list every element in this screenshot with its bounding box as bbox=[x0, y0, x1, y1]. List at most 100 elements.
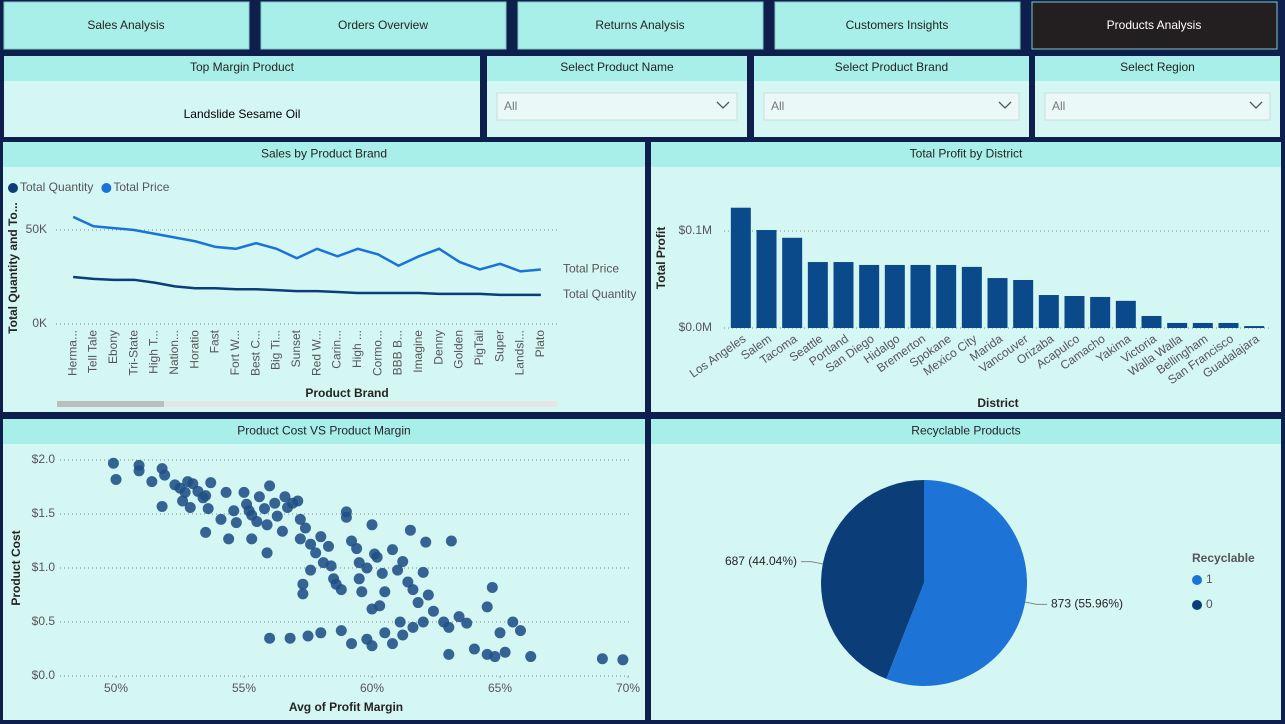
slicer-dropdown[interactable] bbox=[1044, 92, 1271, 121]
x-tick-label: Best C... bbox=[248, 330, 262, 376]
tab[interactable] bbox=[1031, 1, 1278, 50]
scatter-point bbox=[230, 517, 242, 529]
slicer-value[interactable]: All bbox=[771, 99, 784, 113]
scatter-point bbox=[253, 491, 265, 503]
scatter-point bbox=[376, 567, 388, 579]
x-axis-title: Avg of Profit Margin bbox=[289, 700, 403, 714]
scatter-point bbox=[310, 547, 322, 559]
scatter-point bbox=[417, 616, 429, 628]
scatter-point bbox=[251, 516, 263, 528]
x-tick-label: Tri-State bbox=[126, 330, 140, 376]
bar bbox=[936, 264, 957, 328]
line-series bbox=[73, 275, 541, 297]
bar bbox=[756, 230, 777, 328]
chart-header bbox=[3, 419, 645, 444]
scatter-point bbox=[205, 477, 217, 489]
x-tick-label: 65% bbox=[488, 681, 512, 695]
scatter-point bbox=[422, 589, 434, 601]
scatter-point bbox=[379, 586, 391, 598]
y-tick-label: $1.5 bbox=[32, 506, 56, 520]
tab[interactable] bbox=[774, 1, 1021, 50]
data-label: 873 (55.96%) bbox=[1051, 597, 1123, 611]
scatter-point bbox=[264, 632, 276, 644]
scatter-point bbox=[215, 513, 227, 525]
legend-marker bbox=[8, 183, 18, 193]
scatter-point bbox=[353, 557, 365, 569]
x-tick-label: Carin... bbox=[330, 330, 344, 369]
bar bbox=[987, 278, 1008, 328]
scatter-point bbox=[184, 502, 196, 514]
x-tick-label: Imagine bbox=[411, 330, 425, 373]
y-tick-label: $0.0M bbox=[679, 320, 712, 334]
card-value: Landslide Sesame Oil bbox=[184, 107, 301, 121]
tab[interactable] bbox=[3, 1, 250, 50]
scatter-point bbox=[292, 495, 304, 507]
scatter-point bbox=[351, 543, 363, 555]
bar bbox=[730, 207, 751, 328]
scatter-point bbox=[276, 525, 288, 537]
scatter-point bbox=[507, 616, 519, 628]
x-tick-label: Red W... bbox=[309, 330, 323, 376]
scatter-point bbox=[386, 638, 398, 650]
x-tick-label: 55% bbox=[232, 681, 256, 695]
x-tick-label: Super bbox=[492, 330, 506, 362]
scatter-point bbox=[159, 469, 171, 481]
tab-label[interactable]: Customers Insights bbox=[846, 18, 949, 32]
slicer-dropdown[interactable] bbox=[763, 92, 1020, 121]
scrollbar-track[interactable] bbox=[57, 401, 557, 407]
scatter-point bbox=[200, 526, 212, 538]
tab-label[interactable]: Products Analysis bbox=[1107, 18, 1202, 32]
chart-title: Recyclable Products bbox=[911, 424, 1020, 438]
scatter-point bbox=[238, 486, 250, 498]
x-tick-label: 70% bbox=[616, 681, 640, 695]
slicer-header bbox=[754, 56, 1029, 81]
scatter-point bbox=[356, 586, 368, 598]
scatter-point bbox=[110, 473, 122, 485]
x-tick-label: Fort W... bbox=[228, 330, 242, 375]
scatter-point bbox=[461, 617, 473, 629]
scatter-point bbox=[156, 500, 168, 512]
slicer-title: Select Region bbox=[1120, 60, 1195, 74]
scatter-point bbox=[353, 573, 365, 585]
scatter-point bbox=[499, 646, 511, 658]
scatter-point bbox=[366, 603, 378, 615]
tab[interactable] bbox=[517, 1, 764, 50]
dropdown-chevron bbox=[998, 101, 1012, 109]
bar bbox=[884, 264, 905, 328]
slicer-header bbox=[487, 56, 747, 81]
scatter-point bbox=[427, 605, 439, 617]
x-tick-label: 60% bbox=[360, 681, 384, 695]
tab[interactable] bbox=[260, 1, 507, 50]
bar bbox=[1192, 322, 1213, 328]
scrollbar-thumb[interactable] bbox=[57, 401, 164, 407]
scatter-point bbox=[305, 564, 317, 576]
scatter-point bbox=[243, 505, 255, 517]
scatter-point bbox=[394, 616, 406, 628]
scatter-point bbox=[220, 486, 232, 498]
scatter-point bbox=[397, 629, 409, 641]
bar bbox=[833, 262, 854, 328]
dropdown-chevron bbox=[716, 101, 730, 109]
scatter-point bbox=[261, 519, 273, 531]
tab-label[interactable]: Returns Analysis bbox=[595, 18, 684, 32]
scatter-point bbox=[297, 588, 309, 600]
y-tick-label: $0.5 bbox=[32, 614, 56, 628]
tab-label[interactable]: Sales Analysis bbox=[87, 18, 164, 32]
slicer-title: Select Product Brand bbox=[835, 60, 948, 74]
slicer-value[interactable]: All bbox=[504, 99, 517, 113]
bar bbox=[1244, 326, 1265, 328]
y-tick-label: $1.0 bbox=[32, 560, 56, 574]
y-axis-title: Total Quantity and To... bbox=[6, 202, 20, 334]
slicer-dropdown[interactable] bbox=[496, 92, 738, 121]
x-tick-label: Herma... bbox=[65, 330, 79, 376]
slicer-value[interactable]: All bbox=[1052, 99, 1065, 113]
scatter-point bbox=[223, 533, 235, 545]
tab-label[interactable]: Orders Overview bbox=[338, 18, 428, 32]
scatter-point bbox=[107, 457, 119, 469]
scatter-point bbox=[179, 486, 191, 498]
chart-title: Sales by Product Brand bbox=[261, 147, 387, 161]
y-tick-label: $0.0 bbox=[32, 668, 56, 682]
x-tick-label: 50% bbox=[104, 681, 128, 695]
scatter-point bbox=[617, 654, 629, 666]
